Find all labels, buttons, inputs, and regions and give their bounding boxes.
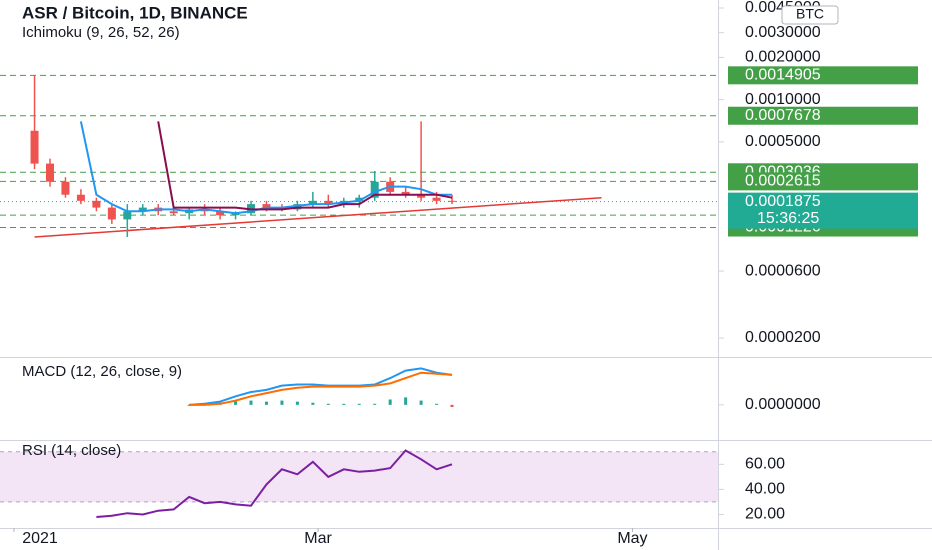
price-label-box (728, 66, 918, 85)
y-tick-label: 0.0020000 (745, 49, 821, 66)
histogram-bar (234, 400, 238, 405)
price-label: 0.0002615 (745, 173, 821, 190)
candle-body (45, 163, 54, 182)
candle-body (76, 194, 85, 201)
histogram-bar (280, 400, 284, 405)
price-label: 0.0007678 (745, 107, 821, 124)
histogram-bar (326, 403, 330, 405)
y-tick-label: 0.0000000 (745, 396, 821, 413)
last-price-box (728, 192, 918, 229)
y-tick-label: 60.00 (745, 456, 785, 473)
indicator-title: Ichimoku (9, 26, 52, 26) (22, 24, 180, 41)
indicator-line (79, 121, 452, 215)
candle-body (370, 181, 379, 198)
candle-body (262, 204, 271, 208)
y-tick-label: 40.00 (745, 481, 785, 498)
histogram-bar (187, 404, 191, 406)
pane-title: MACD (12, 26, close, 9) (22, 363, 182, 380)
trendline (34, 196, 602, 238)
currency-badge (781, 5, 839, 25)
candle-body (231, 213, 240, 216)
currency-label: BTC (796, 6, 824, 22)
histogram-bar (435, 403, 439, 405)
histogram-bar (311, 402, 315, 405)
pane-title: RSI (14, close) (22, 442, 121, 459)
y-tick-label: 0.0030000 (745, 24, 821, 41)
candle-body (417, 194, 426, 198)
candle-body (401, 191, 410, 195)
countdown: 15:36:25 (757, 210, 819, 227)
candle-body (138, 207, 147, 212)
histogram-bar (249, 400, 253, 405)
candle-body (448, 200, 457, 202)
candle-body (355, 197, 364, 201)
histogram-bar (404, 397, 408, 405)
x-tick-label: May (617, 530, 647, 547)
histogram-bar (357, 403, 361, 405)
candle-body (123, 211, 132, 220)
candle-body (324, 200, 333, 205)
chart-title: ASR / Bitcoin, 1D, BINANCE (22, 3, 248, 22)
x-tick-label: Mar (304, 530, 332, 547)
histogram-bar (419, 400, 423, 405)
histogram-bar (388, 399, 392, 405)
indicator-line (189, 367, 453, 406)
histogram-bar (342, 403, 346, 405)
indicator-line (96, 449, 453, 518)
last-price-label: 0.0001875 (745, 193, 821, 210)
x-tick-label: 2021 (22, 530, 58, 547)
candle-body (432, 197, 441, 201)
candle-body (61, 181, 70, 195)
y-tick-label: 0.0000200 (745, 329, 821, 346)
candle-body (107, 207, 116, 220)
rsi-band (0, 451, 718, 502)
y-tick-label: 20.00 (745, 506, 785, 523)
price-label-box (728, 172, 918, 191)
candle-body (30, 130, 39, 164)
y-tick-label: 0.0005000 (745, 133, 821, 150)
candle-body (216, 211, 225, 216)
candle-body (92, 200, 101, 208)
price-label: 0.0014905 (745, 67, 821, 84)
indicator-line (157, 121, 453, 211)
histogram-bar (295, 401, 299, 405)
candle-body (169, 211, 178, 214)
indicator-line (189, 371, 453, 406)
candle-body (308, 200, 317, 205)
price-label-box (728, 106, 918, 125)
y-tick-label: 0.0010000 (745, 91, 821, 108)
histogram-bar (264, 401, 268, 405)
histogram-bar (373, 403, 377, 405)
y-tick-label: 0.0000600 (745, 262, 821, 279)
histogram-bar (450, 404, 454, 407)
